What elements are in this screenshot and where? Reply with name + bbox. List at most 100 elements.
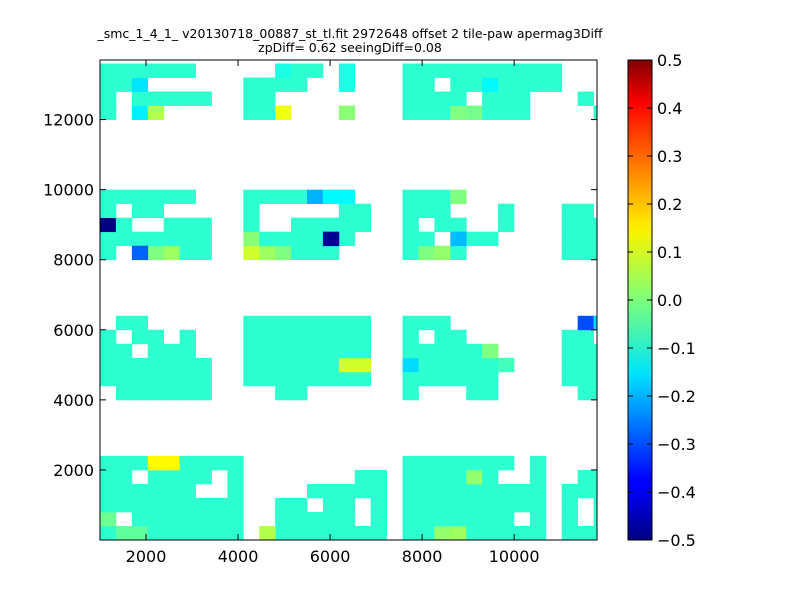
heatmap-cell [131, 371, 149, 387]
heatmap-cell [259, 189, 276, 205]
heatmap-cell [195, 217, 212, 233]
heatmap-cell [402, 105, 419, 120]
heatmap-cell [179, 343, 196, 359]
heatmap-cell [291, 525, 308, 540]
heatmap-cell [610, 512, 626, 526]
heatmap-cell [466, 385, 483, 401]
heatmap-cell [179, 91, 196, 106]
heatmap-cell [115, 231, 133, 247]
heatmap-cell [354, 329, 372, 345]
heatmap-cell [131, 511, 149, 527]
heatmap-cell [259, 329, 276, 345]
heatmap-cells [100, 63, 673, 540]
heatmap-cell [354, 525, 372, 540]
heatmap-cell [498, 105, 515, 120]
heatmap-cell [147, 469, 165, 485]
heatmap-cell [306, 525, 324, 540]
heatmap-cell [450, 343, 467, 359]
heatmap-cell [610, 470, 626, 484]
heatmap-cell [529, 77, 547, 92]
heatmap-cell [338, 231, 356, 247]
heatmap-cell [418, 525, 435, 540]
heatmap-cell [291, 77, 308, 92]
heatmap-cell [306, 231, 324, 247]
heatmap-cell [147, 329, 165, 345]
heatmap-cell [131, 455, 149, 471]
heatmap-cell [275, 77, 292, 92]
heatmap-cell [163, 245, 181, 261]
heatmap-cell [275, 357, 292, 373]
heatmap-cell [482, 511, 499, 527]
heatmap-cell [322, 329, 340, 345]
heatmap-cell [434, 63, 451, 78]
heatmap-cell [402, 525, 419, 540]
heatmap-cell [482, 91, 499, 106]
heatmap-cell [243, 231, 260, 247]
heatmap-cell [418, 63, 435, 78]
heatmap-cell [115, 483, 133, 499]
heatmap-cell [657, 512, 673, 526]
heatmap-cell [275, 511, 292, 527]
heatmap-cell [529, 483, 547, 499]
heatmap-cell [529, 497, 547, 513]
heatmap-cell [657, 358, 673, 372]
heatmap-cell [338, 329, 356, 345]
heatmap-cell [450, 217, 467, 233]
heatmap-cell [610, 316, 626, 330]
heatmap-cell [402, 511, 419, 527]
heatmap-cell [434, 357, 451, 373]
heatmap-cell [243, 315, 260, 331]
y-tick-label: 8000 [53, 251, 94, 270]
heatmap-cell [179, 371, 196, 387]
heatmap-cell [450, 497, 467, 513]
heatmap-cell [610, 372, 626, 386]
heatmap-cell [529, 511, 547, 527]
heatmap-cell [418, 469, 435, 485]
heatmap-cell [322, 497, 340, 513]
heatmap-cell [163, 189, 181, 205]
heatmap-cell [275, 343, 292, 359]
heatmap-cell [100, 483, 117, 499]
colorbar-tick-label: −0.4 [657, 483, 696, 502]
heatmap-cell [513, 525, 531, 540]
x-tick-label: 4000 [218, 547, 259, 566]
heatmap-cell [275, 105, 292, 120]
heatmap-cell [418, 357, 435, 373]
heatmap-cell [466, 511, 483, 527]
heatmap-cell [306, 343, 324, 359]
heatmap-cell [418, 189, 435, 205]
heatmap-cell [179, 455, 196, 471]
heatmap-cell [275, 371, 292, 387]
heatmap-cell [115, 497, 133, 513]
heatmap-cell [227, 483, 244, 499]
heatmap-cell [147, 105, 165, 120]
heatmap-cell [179, 189, 196, 205]
heatmap-cell [163, 511, 181, 527]
heatmap-cell [482, 385, 499, 401]
heatmap-cell [610, 190, 626, 204]
heatmap-cell [163, 483, 181, 499]
heatmap-cell [561, 217, 579, 233]
heatmap-cell [100, 455, 117, 471]
heatmap-cell [577, 385, 594, 401]
heatmap-cell [306, 217, 324, 233]
heatmap-cell [195, 357, 212, 373]
heatmap-cell [147, 343, 165, 359]
heatmap-cell [418, 315, 435, 331]
x-tick-label: 10000 [489, 547, 540, 566]
heatmap-cell [450, 63, 467, 78]
heatmap-cell [610, 330, 626, 344]
heatmap-cell [561, 357, 579, 373]
heatmap-cell [195, 91, 212, 106]
heatmap-cell [195, 455, 212, 471]
heatmap-cell [259, 343, 276, 359]
heatmap-cell [593, 511, 597, 527]
heatmap-cell [275, 315, 292, 331]
heatmap-cell [275, 231, 292, 247]
heatmap-cell [100, 91, 117, 106]
heatmap-cell [115, 371, 133, 387]
x-tick-label: 2000 [126, 547, 167, 566]
heatmap-cell [306, 63, 324, 78]
heatmap-cell [322, 343, 340, 359]
heatmap-cell [163, 217, 181, 233]
